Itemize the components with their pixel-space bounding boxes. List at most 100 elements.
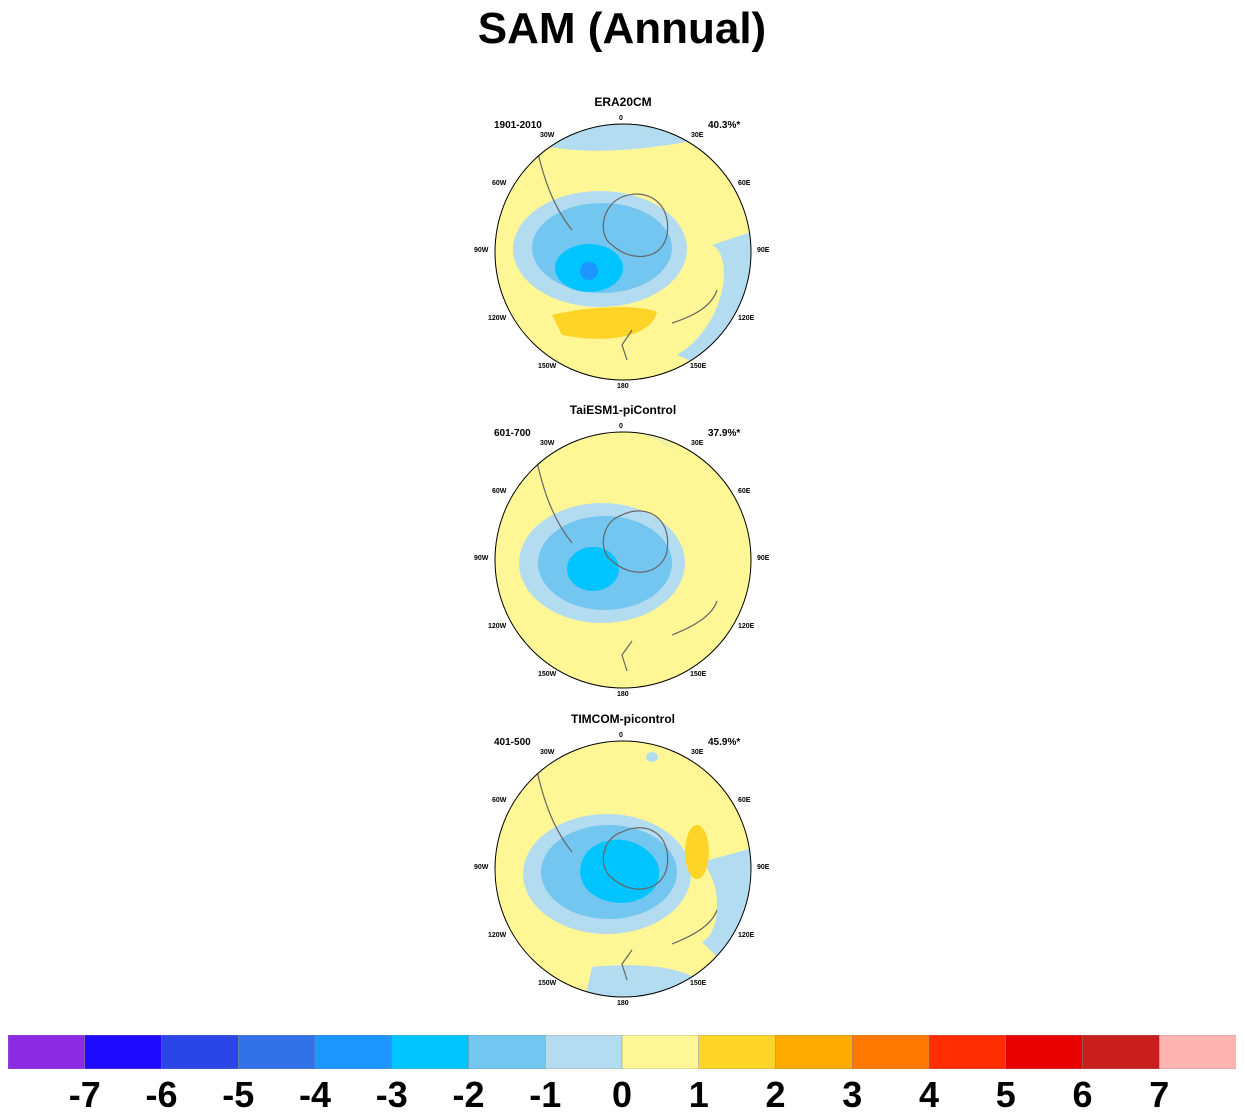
figure-title: SAM (Annual) [477, 4, 767, 53]
lon-label: 180 [617, 691, 629, 698]
colorbar-swatch [314, 1035, 393, 1069]
map-boundary [494, 123, 752, 381]
lon-label: 150E [690, 363, 707, 370]
lon-label: 60E [738, 797, 751, 804]
lon-label: 150E [690, 671, 707, 678]
lon-label: 120E [738, 315, 755, 322]
polar-map-timcom [494, 740, 752, 998]
lon-label: 0 [619, 732, 623, 739]
lon-label: 0 [619, 115, 623, 122]
colorbar-tick-label: 5 [995, 1074, 1016, 1115]
contour-neg4-neg3 [580, 262, 598, 280]
lon-label: 90E [757, 555, 770, 562]
lon-label: 150W [538, 363, 557, 370]
lon-label: 60E [738, 180, 751, 187]
colorbar-swatch [698, 1035, 777, 1069]
panel-period: 601-700 [494, 428, 531, 439]
lon-label: 90E [757, 864, 770, 871]
colorbar-swatch [852, 1035, 930, 1069]
contour-neg3-neg2 [567, 547, 619, 591]
lon-label: 120W [488, 932, 507, 939]
lon-label: 30W [540, 749, 555, 756]
colorbar-swatch [1082, 1035, 1160, 1069]
map-panel-taiesm1: TaiESM1-piControl 601-700 37.9%* 0 30E 6… [472, 403, 774, 703]
lon-label: 60W [492, 797, 507, 804]
colorbar-swatch [545, 1035, 623, 1069]
panel-title: TaiESM1-piControl [569, 403, 677, 417]
colorbar-swatch [468, 1035, 546, 1069]
lon-label: 120W [488, 315, 507, 322]
panel-title: TIMCOM-picontrol [571, 712, 675, 726]
contour-neg1-0 [646, 752, 658, 762]
colorbar-swatch [8, 1035, 86, 1069]
contour-1-2 [685, 825, 709, 879]
colorbar-swatch [1159, 1035, 1236, 1069]
lon-label: 30W [540, 132, 555, 139]
colorbar-tick-label: -5 [222, 1074, 255, 1115]
colorbar-swatch [84, 1035, 163, 1069]
colorbar-swatch [391, 1035, 470, 1069]
colorbar-swatch [161, 1035, 239, 1069]
colorbar-tick-label: 3 [842, 1074, 863, 1115]
lon-label: 0 [619, 423, 623, 430]
colorbar-tick-label: 4 [918, 1074, 940, 1115]
lon-label: 150E [690, 980, 707, 987]
colorbar-tick-label: 2 [765, 1074, 786, 1115]
land-outline [602, 510, 669, 573]
panel-period: 1901-2010 [494, 120, 542, 131]
panel-title: ERA20CM [594, 95, 652, 109]
colorbar-tick-label: 7 [1149, 1074, 1170, 1115]
land-outline [671, 909, 718, 945]
polar-map-taiesm1 [494, 431, 752, 689]
colorbar-swatch [238, 1035, 316, 1069]
lon-label: 30E [691, 132, 704, 139]
lon-label: 180 [617, 383, 629, 390]
colorbar-tick-label: -6 [145, 1074, 178, 1115]
lon-label: 60W [492, 180, 507, 187]
colorbar-tick-label: 6 [1072, 1074, 1093, 1115]
map-panel-era20cm: ERA20CM 1901-2010 40.3%* 0 30E 60E 90E 1… [472, 95, 774, 395]
colorbar-swatches [8, 1035, 1236, 1069]
land-outline [621, 329, 633, 361]
map-boundary [494, 431, 752, 689]
land-outline [621, 949, 633, 981]
panel-variance: 37.9%* [708, 428, 741, 439]
lon-label: 60W [492, 488, 507, 495]
colorbar-tick-label: -2 [452, 1074, 485, 1115]
colorbar-tick-label: 1 [688, 1074, 709, 1115]
colorbar-tick-label: 0 [611, 1074, 633, 1115]
polar-map-era20cm [494, 123, 752, 381]
lon-label: 90W [474, 864, 489, 871]
lon-label: 90E [757, 247, 770, 254]
colorbar-tick-label: -4 [298, 1074, 332, 1115]
colorbar-tick-label: -7 [68, 1074, 101, 1115]
map-panel-timcom: TIMCOM-picontrol 401-500 45.9%* 0 30E 60… [472, 712, 774, 1012]
panel-variance: 45.9%* [708, 737, 741, 748]
panel-variance: 40.3%* [708, 120, 741, 131]
lon-label: 30E [691, 440, 704, 447]
colorbar-swatch [1005, 1035, 1084, 1069]
lon-label: 120E [738, 932, 755, 939]
lon-label: 30W [540, 440, 555, 447]
land-outline [671, 600, 718, 636]
contour-neg3-neg2 [580, 839, 660, 903]
colorbar-swatch [621, 1035, 700, 1069]
colorbar-tick-label: -1 [529, 1074, 562, 1115]
land-outline [602, 193, 669, 258]
contour-neg1-0 [582, 965, 702, 997]
lon-label: 150W [538, 980, 557, 987]
lon-label: 90W [474, 247, 489, 254]
colorbar-swatch [775, 1035, 853, 1069]
lon-label: 150W [538, 671, 557, 678]
colorbar-swatch [928, 1035, 1007, 1069]
land-outline [602, 827, 669, 890]
colorbar-tick-label: -3 [375, 1074, 408, 1115]
contour-neg1-0 [512, 124, 732, 151]
land-outline [671, 289, 718, 324]
lon-label: 120E [738, 623, 755, 630]
land-outline [621, 640, 633, 672]
map-boundary [494, 740, 752, 998]
lon-label: 30E [691, 749, 704, 756]
lon-label: 90W [474, 555, 489, 562]
colorbar [8, 1035, 1236, 1069]
